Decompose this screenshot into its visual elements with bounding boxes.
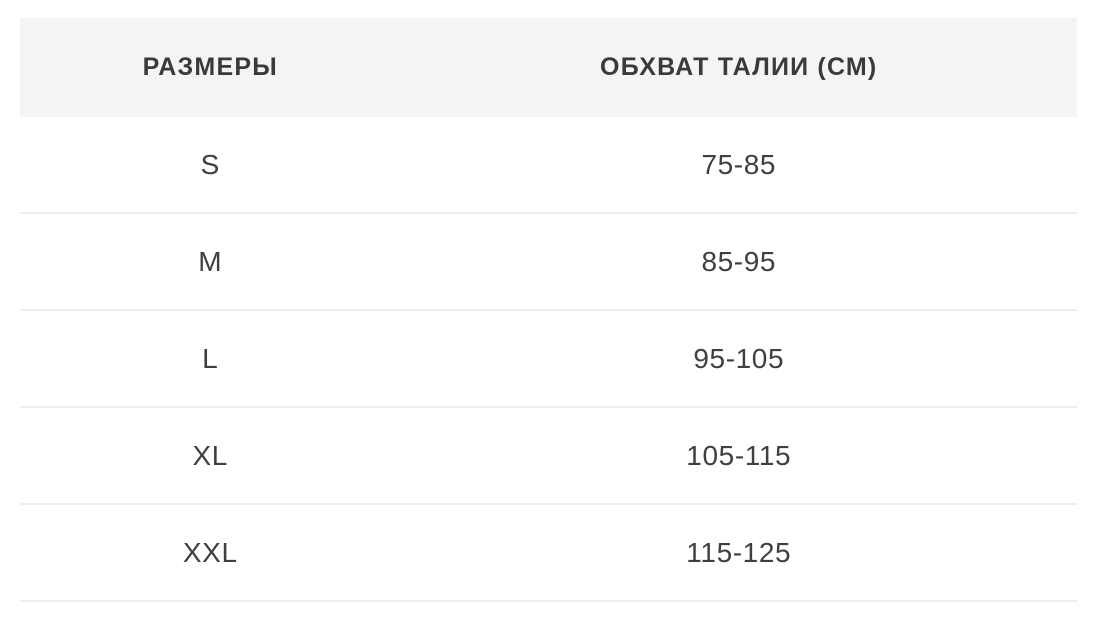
- waist-cell: 85-95: [701, 245, 777, 277]
- header-waist-circumference: ОБХВАТ ТАЛИИ (СМ): [600, 53, 878, 81]
- table-row: S 75-85: [20, 117, 1077, 214]
- size-cell: L: [202, 342, 219, 374]
- table-row: L 95-105: [20, 311, 1077, 408]
- waist-cell: 115-125: [686, 536, 792, 568]
- waist-cell: 105-115: [686, 439, 792, 471]
- size-cell: XL: [192, 439, 228, 471]
- table-header-row: РАЗМЕРЫ ОБХВАТ ТАЛИИ (СМ): [20, 18, 1077, 117]
- header-sizes: РАЗМЕРЫ: [142, 53, 278, 81]
- waist-cell: 75-85: [701, 148, 777, 180]
- size-cell: XXL: [182, 536, 238, 568]
- table-row: M 85-95: [20, 214, 1077, 311]
- waist-cell: 95-105: [693, 342, 785, 374]
- table-row: XL 105-115: [20, 408, 1077, 505]
- size-cell: S: [200, 148, 220, 180]
- table-row: XXL 115-125: [20, 505, 1077, 602]
- size-cell: M: [198, 245, 223, 277]
- table-body: S 75-85 M 85-95 L 95-105 XL 105-115 XXL 115-125: [20, 117, 1077, 602]
- size-chart-table: РАЗМЕРЫ ОБХВАТ ТАЛИИ (СМ) S 75-85 M 85-95 L 9…: [20, 18, 1077, 602]
